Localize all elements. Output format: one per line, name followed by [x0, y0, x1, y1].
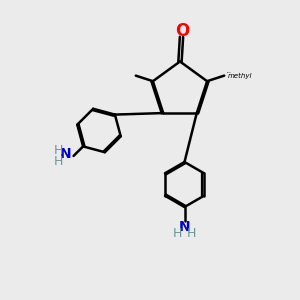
Text: H: H: [53, 144, 63, 157]
Text: H: H: [53, 155, 63, 168]
Text: N: N: [60, 148, 72, 161]
Text: O: O: [175, 22, 189, 40]
Text: methyl: methyl: [226, 72, 232, 73]
Text: H: H: [173, 226, 183, 240]
Text: H: H: [186, 226, 196, 240]
Text: methyl: methyl: [228, 73, 252, 79]
Text: N: N: [179, 220, 190, 234]
